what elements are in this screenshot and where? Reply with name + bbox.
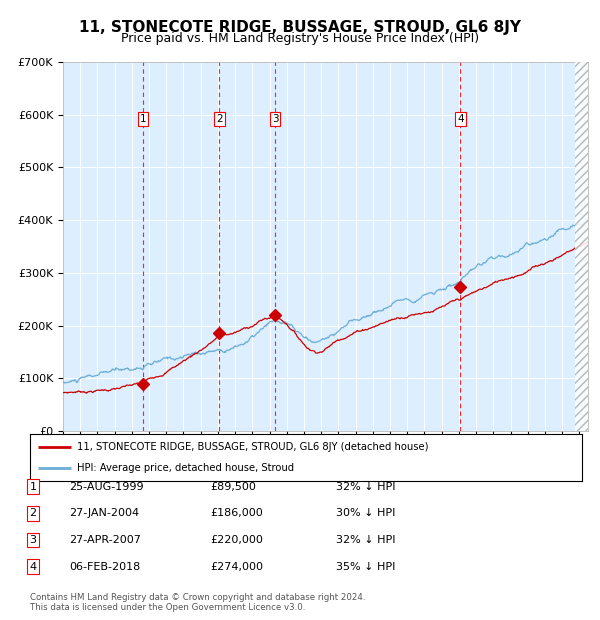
Bar [575,62,588,431]
Text: 27-APR-2007: 27-APR-2007 [69,535,141,545]
Text: £220,000: £220,000 [210,535,263,545]
Text: 11, STONECOTE RIDGE, BUSSAGE, STROUD, GL6 8JY (detached house): 11, STONECOTE RIDGE, BUSSAGE, STROUD, GL… [77,441,428,451]
Text: 25-AUG-1999: 25-AUG-1999 [69,482,143,492]
Text: 30% ↓ HPI: 30% ↓ HPI [336,508,395,518]
Text: 27-JAN-2004: 27-JAN-2004 [69,508,139,518]
Text: 1: 1 [140,114,146,124]
Text: HPI: Average price, detached house, Stroud: HPI: Average price, detached house, Stro… [77,463,294,473]
Text: 35% ↓ HPI: 35% ↓ HPI [336,562,395,572]
Text: 32% ↓ HPI: 32% ↓ HPI [336,535,395,545]
Text: 4: 4 [457,114,464,124]
Text: £274,000: £274,000 [210,562,263,572]
Text: 3: 3 [272,114,278,124]
Text: 1: 1 [29,482,37,492]
Text: 11, STONECOTE RIDGE, BUSSAGE, STROUD, GL6 8JY: 11, STONECOTE RIDGE, BUSSAGE, STROUD, GL… [79,20,521,35]
Text: Contains HM Land Registry data © Crown copyright and database right 2024.
This d: Contains HM Land Registry data © Crown c… [30,593,365,612]
Text: 2: 2 [29,508,37,518]
Text: 06-FEB-2018: 06-FEB-2018 [69,562,140,572]
Text: 32% ↓ HPI: 32% ↓ HPI [336,482,395,492]
Text: £186,000: £186,000 [210,508,263,518]
Text: 2: 2 [216,114,223,124]
Text: Price paid vs. HM Land Registry's House Price Index (HPI): Price paid vs. HM Land Registry's House … [121,32,479,45]
Text: 3: 3 [29,535,37,545]
Text: 4: 4 [29,562,37,572]
Text: £89,500: £89,500 [210,482,256,492]
